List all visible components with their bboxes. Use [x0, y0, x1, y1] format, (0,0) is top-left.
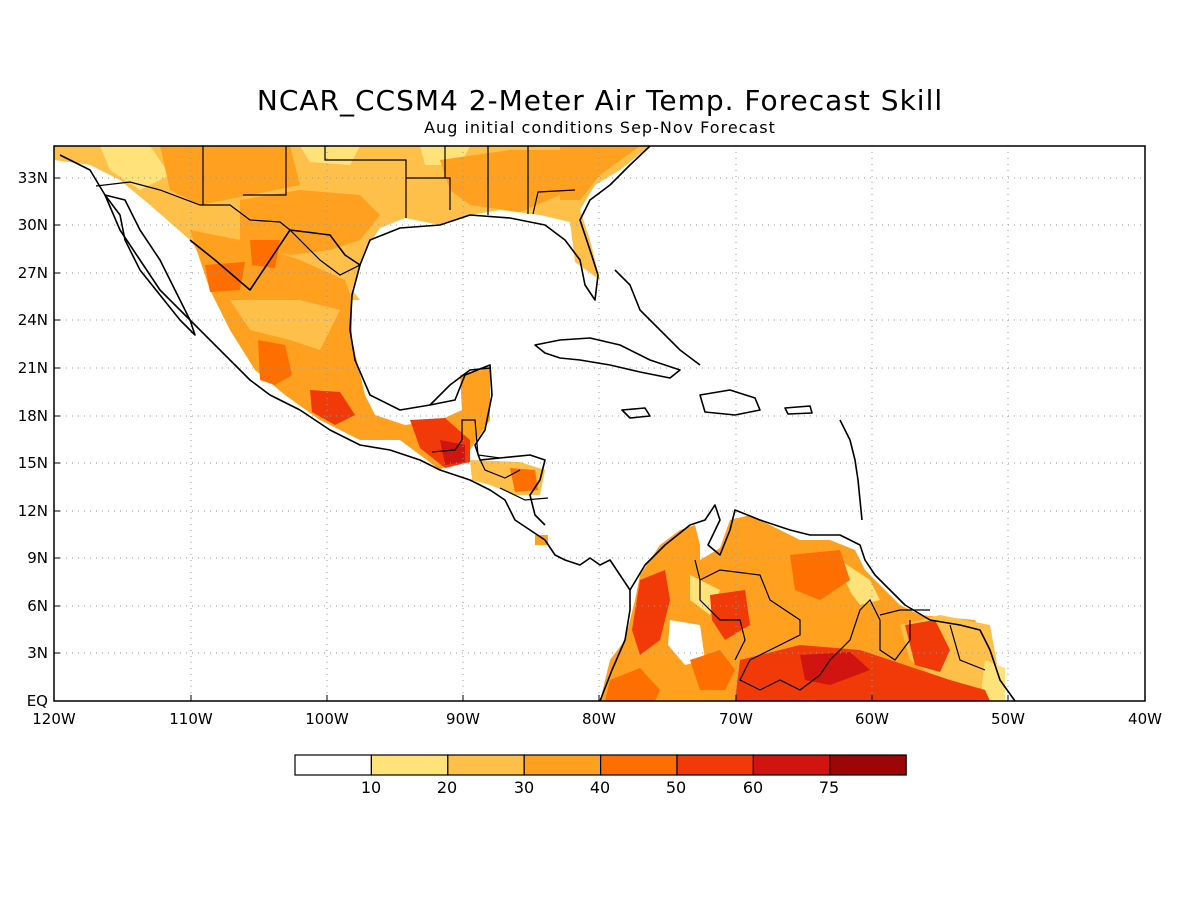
- lat-tick-label: 6N: [27, 597, 48, 615]
- graticule: [54, 146, 1145, 701]
- skill-region-central-america-spot: [535, 535, 548, 545]
- lon-tick-label: 100W: [305, 710, 349, 728]
- skill-region-central-america-hot: [510, 468, 538, 492]
- border-south-america: [699, 569, 986, 691]
- coastline-gulf: [189, 146, 651, 301]
- lat-axis: 33N 30N 27N 24N 21N 18N 15N 12N 9N 6N 3N…: [18, 169, 60, 710]
- skill-region-south-america-hot: [735, 645, 990, 701]
- skill-region-south-america-hot: [790, 550, 850, 600]
- colorbar-label: 10: [361, 778, 381, 797]
- skill-region-south-america-light: [980, 660, 1005, 701]
- lat-tick-label: 27N: [18, 264, 48, 282]
- lon-tick-label: 120W: [32, 710, 76, 728]
- lon-tick-label: 60W: [855, 710, 889, 728]
- colorbar-label: 60: [743, 778, 763, 797]
- lat-tick-label: 9N: [27, 549, 48, 567]
- skill-region-usa-orange: [240, 190, 380, 255]
- skill-region-mexico-hot: [310, 390, 355, 425]
- lat-tick-label: 18N: [18, 407, 48, 425]
- colorbar-swatch: [523, 754, 602, 776]
- skill-region-mexico: [190, 230, 490, 470]
- colorbar-label: 30: [514, 778, 534, 797]
- map-subtitle: Aug initial conditions Sep-Nov Forecast: [424, 118, 776, 137]
- coastline-gulf-west: [349, 264, 546, 526]
- lat-tick-label: EQ: [27, 692, 48, 710]
- skill-region-south-america-hot: [605, 668, 660, 701]
- colorbar-swatch: [752, 754, 831, 776]
- colorbar-boxes: [294, 754, 907, 776]
- border-central-america: [431, 419, 549, 501]
- colorbar-label: 20: [437, 778, 457, 797]
- coastline-cuba: [534, 337, 681, 379]
- lat-tick-label: 15N: [18, 454, 48, 472]
- lat-tick-label: 24N: [18, 311, 48, 329]
- skill-region-south-america-hot: [632, 570, 670, 655]
- borders: [95, 146, 986, 691]
- coastline-hispaniola: [699, 389, 761, 416]
- colorbar-swatch: [676, 754, 755, 776]
- skill-region-mexico-light: [230, 300, 340, 350]
- lat-tick-label: 3N: [27, 644, 48, 662]
- skill-region-south-america-hot: [690, 650, 735, 690]
- lat-tick-label: 12N: [18, 502, 48, 520]
- colorbar-swatch: [294, 754, 373, 776]
- lon-tick-label: 70W: [719, 710, 753, 728]
- skill-region-south-america-hot: [710, 590, 750, 640]
- coastline-south-america: [629, 504, 1016, 701]
- colorbar-label: 40: [590, 778, 610, 797]
- lon-tick-label: 50W: [991, 710, 1025, 728]
- skill-region-mexico-hot: [440, 440, 465, 465]
- lat-tick-label: 30N: [18, 216, 48, 234]
- lat-tick-label: 33N: [18, 169, 48, 187]
- skill-region-mexico-hot: [205, 262, 245, 292]
- coastlines: [59, 146, 1016, 701]
- lon-tick-label: 90W: [446, 710, 480, 728]
- skill-region-mexico-hot: [258, 340, 292, 385]
- skill-region-mexico-hot: [250, 240, 280, 268]
- border-us-mexico: [95, 181, 361, 276]
- skill-region-south-america-light: [840, 560, 880, 605]
- colorbar-swatch: [447, 754, 525, 776]
- coastline-jamaica: [621, 407, 651, 419]
- lon-tick-label: 80W: [582, 710, 616, 728]
- coastline-pacific: [59, 154, 631, 701]
- colorbar-swatch: [829, 754, 907, 776]
- skill-region-usa-orange: [160, 146, 300, 205]
- coastline-yucatan: [429, 367, 491, 406]
- skill-region-usa-orange: [560, 146, 640, 200]
- lon-tick-label: 40W: [1128, 710, 1162, 728]
- lon-tick-label: 110W: [169, 710, 213, 728]
- colorbar-swatch: [599, 754, 678, 776]
- coastline-puerto-rico: [784, 405, 813, 415]
- lat-tick-label: 21N: [18, 359, 48, 377]
- border-us-states: [202, 146, 576, 218]
- lon-axis: 120W 110W 100W 90W 80W 70W 60W 50W 40W: [32, 695, 1162, 728]
- skill-region-usa-orange: [440, 150, 560, 212]
- coastline-bahamas: [614, 269, 701, 366]
- coastline-antilles: [839, 419, 863, 521]
- skill-region-usa-light: [100, 146, 170, 190]
- map-title: NCAR_CCSM4 2-Meter Air Temp. Forecast Sk…: [256, 84, 944, 117]
- border-colombia-venezuela: [694, 559, 746, 661]
- colorbar-label: 75: [819, 778, 839, 797]
- skill-region-south-america-hot: [905, 620, 950, 672]
- colorbar: 10 20 30 40 50 60 75: [294, 754, 907, 797]
- colorbar-label: 50: [666, 778, 686, 797]
- skill-shading: [54, 146, 1005, 701]
- colorbar-swatch: [370, 754, 449, 776]
- skill-region-south-america-light: [668, 620, 705, 665]
- coastline-baja: [104, 194, 196, 336]
